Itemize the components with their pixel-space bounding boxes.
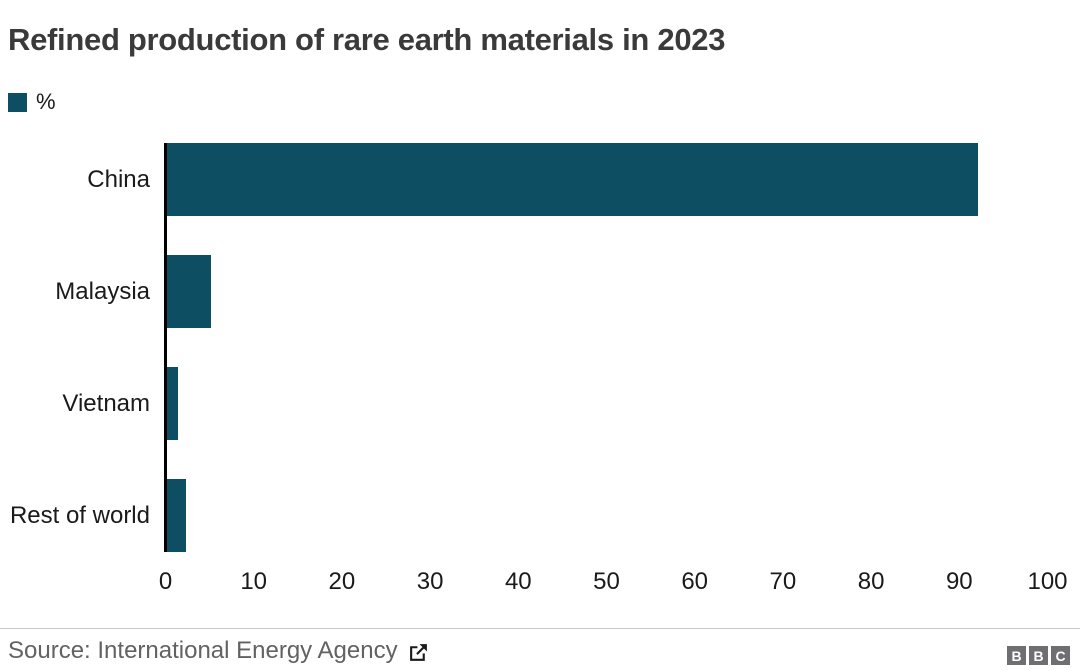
bar-row-rest-of-world: Rest of world [0, 479, 1080, 552]
bar-china [167, 143, 979, 216]
legend-label: % [36, 89, 56, 114]
x-tick-label: 100 [1027, 568, 1068, 595]
x-tick-label: 20 [328, 568, 356, 595]
source-label: Source: International Energy Agency [8, 637, 398, 664]
bar-row-malaysia: Malaysia [0, 255, 1080, 328]
legend-swatch-icon [8, 92, 27, 112]
footer-divider [0, 628, 1080, 629]
bar-rest-of-world [167, 479, 187, 552]
x-tick-label: 30 [416, 568, 444, 595]
bbc-logo-block: B [1029, 646, 1048, 665]
x-tick-label: 60 [681, 568, 709, 595]
bar-row-china: China [0, 143, 1080, 216]
bbc-logo: B B C [1007, 646, 1070, 665]
legend: % [8, 89, 56, 114]
x-tick-label: 50 [593, 568, 620, 595]
bar-vietnam [167, 367, 179, 440]
x-tick-label: 0 [158, 568, 173, 595]
x-tick-label: 70 [769, 568, 797, 595]
chart-title: Refined production of rare earth materia… [8, 22, 726, 57]
x-tick-label: 40 [504, 568, 532, 595]
category-label: Vietnam [62, 389, 150, 417]
category-label: Rest of world [9, 501, 150, 529]
bbc-logo-block: C [1051, 646, 1070, 665]
external-link-icon [409, 643, 427, 661]
x-tick-label: 90 [945, 568, 973, 595]
x-tick-label: 10 [240, 568, 268, 595]
x-axis-tick-labels: 0 10 20 30 40 50 60 70 80 90 100 [159, 568, 1068, 596]
bbc-logo-block: B [1007, 646, 1026, 665]
category-label: China [87, 165, 150, 193]
y-axis-line [164, 143, 167, 552]
x-tick-label: 80 [857, 568, 885, 595]
bar-malaysia [167, 255, 212, 328]
bar-rows: China Malaysia Vietnam Rest of world [0, 143, 1080, 552]
category-label: Malaysia [55, 277, 150, 305]
bar-row-vietnam: Vietnam [0, 367, 1080, 440]
source-link[interactable]: Source: International Energy Agency [8, 637, 429, 665]
